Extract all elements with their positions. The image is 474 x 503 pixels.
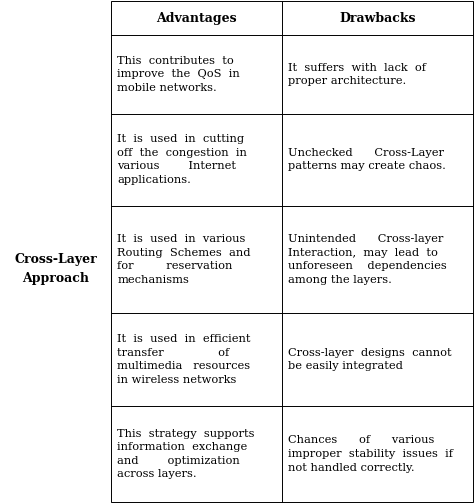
Text: This  strategy  supports
information  exchange
and        optimization
across la: This strategy supports information excha… <box>118 429 255 479</box>
Text: Unintended      Cross-layer
Interaction,  may  lead  to
unforeseen    dependenci: Unintended Cross-layer Interaction, may … <box>288 234 447 285</box>
Text: Cross-layer  designs  cannot
be easily integrated: Cross-layer designs cannot be easily int… <box>288 348 452 371</box>
Text: Drawbacks: Drawbacks <box>339 12 416 25</box>
Text: Unchecked      Cross-Layer
patterns may create chaos.: Unchecked Cross-Layer patterns may creat… <box>288 148 446 172</box>
Text: Chances      of      various
improper  stability  issues  if
not handled correct: Chances of various improper stability is… <box>288 436 453 473</box>
Text: Cross-Layer
Approach: Cross-Layer Approach <box>14 253 97 285</box>
Bar <box>111 1 473 502</box>
Text: Advantages: Advantages <box>156 12 237 25</box>
Text: It  suffers  with  lack  of
proper architecture.: It suffers with lack of proper architect… <box>288 63 426 86</box>
Text: This  contributes  to
improve  the  QoS  in
mobile networks.: This contributes to improve the QoS in m… <box>118 56 240 93</box>
Text: It  is  used  in  cutting
off  the  congestion  in
various        Internet
appli: It is used in cutting off the congestion… <box>118 134 247 185</box>
Text: It  is  used  in  various
Routing  Schemes  and
for         reservation
mechanis: It is used in various Routing Schemes an… <box>118 234 251 285</box>
Text: It  is  used  in  efficient
transfer               of
multimedia   resources
in : It is used in efficient transfer of mult… <box>118 334 251 385</box>
